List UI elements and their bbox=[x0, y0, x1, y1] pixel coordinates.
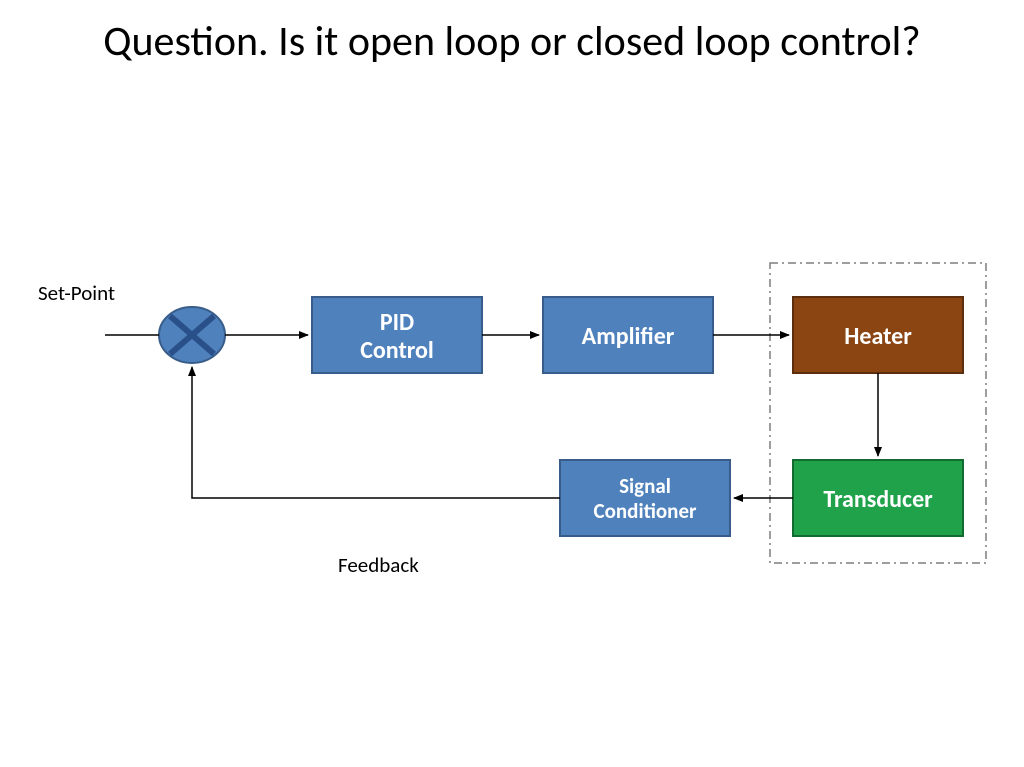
heater-block: Heater bbox=[793, 297, 963, 373]
svg-text:Conditioner: Conditioner bbox=[594, 498, 698, 524]
svg-text:Signal: Signal bbox=[619, 473, 671, 499]
slide: Question. Is it open loop or closed loop… bbox=[0, 0, 1024, 767]
arrow-feedback bbox=[192, 367, 560, 498]
svg-text:Transducer: Transducer bbox=[823, 485, 933, 514]
summing-junction bbox=[159, 307, 225, 363]
amplifier-block: Amplifier bbox=[543, 297, 713, 373]
svg-text:Amplifier: Amplifier bbox=[582, 322, 675, 351]
svg-text:Heater: Heater bbox=[844, 322, 912, 351]
svg-text:PID: PID bbox=[380, 308, 414, 337]
pid-block: PID Control bbox=[312, 297, 482, 373]
signal-conditioner-block: Signal Conditioner bbox=[560, 460, 730, 536]
svg-text:Control: Control bbox=[360, 336, 434, 365]
transducer-block: Transducer bbox=[793, 460, 963, 536]
control-diagram: PID Control Amplifier Heater Transducer … bbox=[0, 0, 1024, 767]
